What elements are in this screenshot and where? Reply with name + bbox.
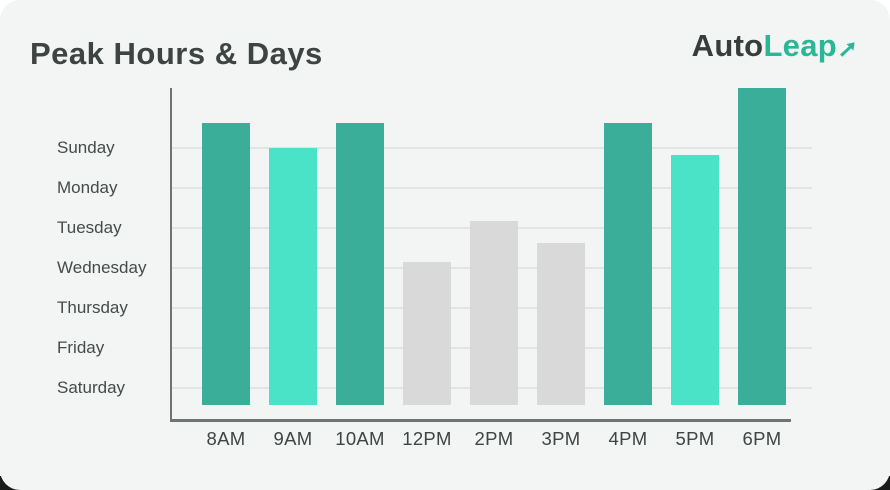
bar-10am (336, 123, 384, 405)
x-tick-label: 4PM (608, 428, 648, 449)
bar-3pm (537, 243, 585, 405)
x-tick-label: 2PM (474, 428, 514, 449)
x-tick-label: 8AM (206, 428, 246, 449)
x-axis (170, 419, 791, 422)
y-tick-label: Saturday (57, 378, 126, 397)
y-axis (170, 88, 172, 421)
y-tick-label: Monday (57, 178, 118, 197)
y-tick-label: Sunday (57, 138, 115, 157)
bar-6pm (738, 88, 786, 405)
bar-4pm (604, 123, 652, 405)
x-tick-label: 10AM (335, 428, 385, 449)
y-tick-label: Wednesday (57, 258, 147, 277)
x-tick-label: 6PM (742, 428, 782, 449)
page-title: Peak Hours & Days (30, 36, 323, 71)
bar-12pm (403, 262, 451, 405)
y-tick-label: Friday (57, 338, 105, 357)
arrow-up-right-icon (838, 30, 856, 66)
bar-5pm (671, 155, 719, 405)
x-tick-label: 12PM (402, 428, 452, 449)
y-tick-label: Thursday (57, 298, 128, 317)
x-tick-label: 9AM (273, 428, 313, 449)
gridline (171, 187, 812, 189)
bar-8am (202, 123, 250, 405)
bar-9am (269, 148, 317, 405)
logo-text-leap: Leap (763, 28, 837, 63)
autoleap-logo: Auto Leap (692, 28, 856, 66)
x-tick-label: 3PM (541, 428, 581, 449)
logo-text-auto: Auto (691, 28, 764, 63)
x-tick-label: 5PM (675, 428, 715, 449)
bar-2pm (470, 221, 518, 405)
gridline (171, 147, 812, 149)
y-tick-label: Tuesday (57, 218, 122, 237)
